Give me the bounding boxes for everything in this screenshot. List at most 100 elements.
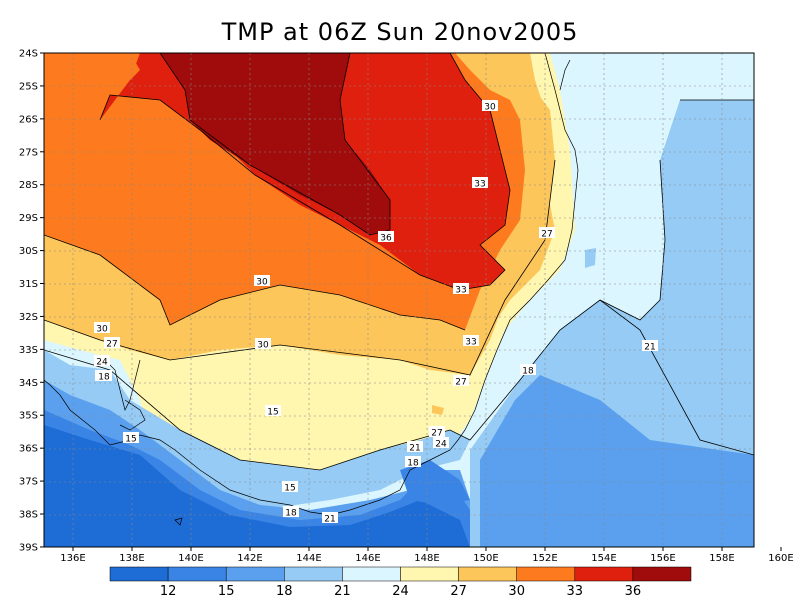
colorbar-label: 15 bbox=[218, 584, 235, 599]
lat-label: 28S bbox=[19, 180, 38, 191]
colorbar-swatch bbox=[284, 566, 343, 582]
band-lt12 bbox=[44, 425, 470, 547]
lat-label: 37S bbox=[19, 477, 38, 488]
contour-label: 21 bbox=[409, 444, 420, 454]
colorbar-swatch bbox=[167, 566, 227, 582]
lon-label: 138E bbox=[119, 553, 144, 564]
cool-spot bbox=[585, 248, 596, 268]
lat-label: 29S bbox=[19, 213, 38, 224]
contour-label: 21 bbox=[324, 515, 335, 525]
contour-label-bg bbox=[123, 432, 139, 443]
contour-label-bg bbox=[104, 337, 120, 348]
contour-label-bg bbox=[96, 370, 112, 381]
contour-label: 15 bbox=[267, 408, 278, 418]
shaded-temperature-field bbox=[44, 53, 754, 547]
colorbar-swatch bbox=[632, 566, 692, 582]
contour-label-bg bbox=[453, 375, 469, 386]
plot-frame bbox=[43, 52, 755, 548]
colorbar-swatch bbox=[109, 566, 169, 582]
contour-label-bg bbox=[282, 481, 298, 492]
lon-label: 154E bbox=[591, 553, 616, 564]
contour-label: 30 bbox=[484, 103, 496, 113]
contour-label: 27 bbox=[455, 378, 466, 388]
contour-label: 27 bbox=[431, 429, 442, 439]
lat-label: 30S bbox=[19, 246, 38, 257]
colorbar-swatch bbox=[458, 566, 517, 582]
contour-label-bg bbox=[539, 227, 555, 238]
colorbar-swatch bbox=[225, 566, 285, 582]
colorbar-swatch bbox=[516, 566, 576, 582]
contour-label: 24 bbox=[96, 358, 108, 368]
contour-label: 27 bbox=[106, 340, 117, 350]
contour-label: 18 bbox=[522, 367, 534, 377]
contour-label-bg bbox=[265, 405, 281, 416]
contour-label-bg bbox=[407, 441, 423, 452]
lon-label: 136E bbox=[60, 553, 85, 564]
lon-label: 146E bbox=[355, 553, 380, 564]
lon-label: 140E bbox=[178, 553, 203, 564]
lon-label: 142E bbox=[237, 553, 262, 564]
band-15-18-southeast bbox=[480, 375, 754, 547]
contour-label-bg bbox=[463, 335, 479, 346]
colorbar-label: 27 bbox=[450, 584, 467, 599]
colorbar-swatch bbox=[574, 566, 634, 582]
contour-label-bg bbox=[255, 338, 271, 349]
colorbar: 12 15 18 21 24 27 30 33 36 bbox=[109, 566, 692, 599]
colorbar-label: 30 bbox=[508, 584, 525, 599]
band-18-21 bbox=[44, 350, 470, 510]
contour-labels: 3033363327303330272421182730272421181518… bbox=[94, 100, 658, 525]
contour-label: 33 bbox=[455, 286, 466, 296]
contour-label-bg bbox=[433, 437, 449, 448]
contour-label-bg bbox=[378, 231, 394, 242]
lat-label: 27S bbox=[19, 147, 38, 158]
contour-label-bg bbox=[520, 364, 536, 375]
lat-label: 26S bbox=[19, 114, 38, 125]
lat-label: 33S bbox=[19, 345, 38, 356]
contour-label-bg bbox=[482, 100, 498, 111]
lon-label: 144E bbox=[296, 553, 321, 564]
lon-label: 150E bbox=[473, 553, 498, 564]
lat-label: 34S bbox=[19, 378, 38, 389]
contour-label-bg bbox=[94, 355, 110, 366]
contour-label-bg bbox=[94, 322, 110, 333]
contour-label: 15 bbox=[284, 484, 295, 494]
contour-lines bbox=[44, 53, 754, 471]
lon-label: 160E bbox=[768, 553, 793, 564]
contour-label-bg bbox=[453, 283, 469, 294]
colorbar-label: 12 bbox=[160, 584, 177, 599]
contour-label: 18 bbox=[98, 373, 110, 383]
colorbar-swatch bbox=[400, 566, 459, 582]
lat-label: 32S bbox=[19, 312, 38, 323]
lat-label: 24S bbox=[19, 49, 38, 60]
colorbar-label: 33 bbox=[567, 584, 584, 599]
contour-label-bg bbox=[254, 275, 270, 286]
colorbar-label: 21 bbox=[334, 584, 351, 599]
contour-label-bg bbox=[429, 426, 445, 437]
band-30-33-west bbox=[44, 53, 140, 105]
colorbar-swatch bbox=[342, 566, 401, 582]
lat-label: 38S bbox=[19, 510, 38, 521]
contour-label-bg bbox=[405, 456, 421, 467]
contour-label: 30 bbox=[96, 325, 108, 335]
lon-label: 158E bbox=[709, 553, 734, 564]
map-title: TMP at 06Z Sun 20nov2005 bbox=[221, 18, 579, 46]
band-12-15-bass bbox=[400, 460, 470, 505]
lat-label: 25S bbox=[19, 81, 38, 92]
lat-label: 36S bbox=[19, 444, 38, 455]
contour-label: 30 bbox=[256, 278, 268, 288]
lon-label: 156E bbox=[650, 553, 675, 564]
contour-label: 18 bbox=[407, 459, 419, 469]
latitude-axis: 24S 25S 26S 27S 28S 29S 30S 31S 32S 33S 34S 35S 36S 3… bbox=[19, 49, 44, 553]
contour-label-bg bbox=[283, 506, 299, 517]
colorbar-label: 24 bbox=[392, 584, 409, 599]
band-gt36 bbox=[160, 53, 390, 235]
lat-label: 31S bbox=[19, 279, 38, 290]
contour-label: 21 bbox=[644, 343, 655, 353]
lat-label: 39S bbox=[19, 542, 38, 553]
colorbar-label: 18 bbox=[276, 584, 293, 599]
contour-label-bg bbox=[642, 340, 658, 351]
coastline bbox=[44, 53, 579, 526]
contour-label: 15 bbox=[125, 435, 136, 445]
lat-label: 35S bbox=[19, 411, 38, 422]
